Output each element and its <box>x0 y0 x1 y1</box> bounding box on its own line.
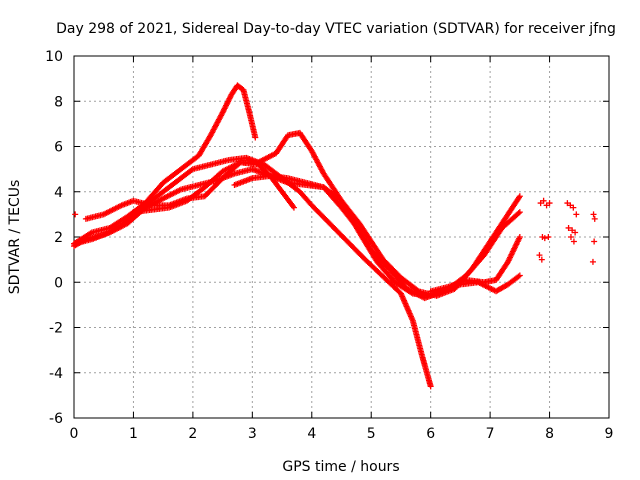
axis-ticks: 0 1 2 3 4 5 6 7 8 9 -6 -4 -2 0 2 4 6 8 10 <box>45 49 613 442</box>
x-tick-label: 0 <box>70 426 79 442</box>
data-point <box>570 204 577 211</box>
data-point <box>516 193 523 200</box>
data-point <box>516 272 523 279</box>
data-point <box>573 211 580 218</box>
y-tick-label: 10 <box>45 49 63 65</box>
data-point <box>515 210 522 217</box>
y-tick-label: -2 <box>49 321 63 337</box>
data-point <box>516 234 523 240</box>
data-point <box>540 197 547 204</box>
x-tick-label: 2 <box>188 426 197 442</box>
y-tick-label: 0 <box>54 275 63 291</box>
data-point <box>546 200 553 207</box>
x-tick-label: 6 <box>426 426 435 442</box>
data-point <box>536 252 543 259</box>
data-point <box>541 235 548 242</box>
y-tick-label: -6 <box>49 411 63 427</box>
data-point <box>72 211 79 218</box>
data-point <box>515 273 522 280</box>
data-point <box>252 134 259 141</box>
data-point <box>565 224 572 231</box>
x-tick-label: 9 <box>605 426 614 442</box>
y-tick-label: 2 <box>54 230 63 246</box>
data-point <box>591 215 598 222</box>
y-tick-label: -4 <box>49 366 63 382</box>
data-point <box>290 204 297 211</box>
data-point <box>427 383 434 390</box>
data-point <box>590 211 597 218</box>
data-point <box>289 203 296 210</box>
x-axis-label: GPS time / hours <box>282 459 399 475</box>
data-point <box>570 238 577 245</box>
x-tick-label: 4 <box>307 426 316 442</box>
data-point <box>567 234 574 240</box>
x-tick-label: 1 <box>129 426 138 442</box>
y-tick-label: 6 <box>54 140 63 156</box>
data-point <box>538 256 545 263</box>
x-tick-label: 7 <box>486 426 495 442</box>
x-tick-label: 3 <box>248 426 257 442</box>
y-tick-label: 4 <box>54 185 63 201</box>
x-tick-label: 5 <box>367 426 376 442</box>
x-tick-label: 8 <box>545 426 554 442</box>
y-tick-label: 8 <box>54 94 63 110</box>
data-point <box>516 209 523 216</box>
data-point <box>545 234 552 240</box>
data-point <box>589 258 596 265</box>
data-point <box>591 238 598 245</box>
y-axis-label: SDTVAR / TECUs <box>7 180 23 295</box>
data-point <box>572 229 579 236</box>
data-point <box>515 194 522 201</box>
data-points <box>71 82 598 390</box>
chart-title: Day 298 of 2021, Sidereal Day-to-day VTE… <box>56 21 616 37</box>
